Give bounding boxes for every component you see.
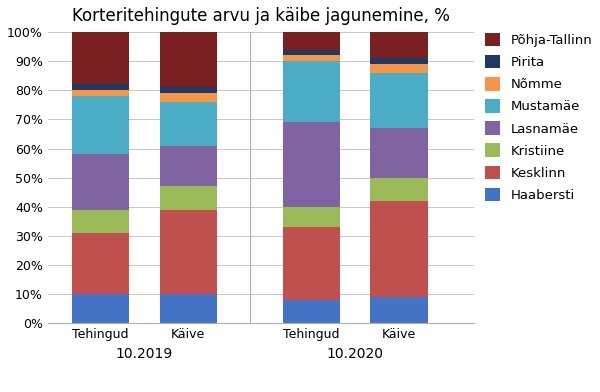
Bar: [160, 32, 217, 87]
Bar: [283, 55, 340, 61]
Bar: [72, 32, 129, 85]
Text: 10.2020: 10.2020: [326, 347, 383, 361]
Text: 10.2019: 10.2019: [116, 347, 173, 361]
Bar: [370, 64, 428, 73]
Bar: [283, 49, 340, 55]
Bar: [160, 294, 217, 323]
Bar: [370, 32, 428, 58]
Bar: [72, 294, 129, 323]
Bar: [160, 102, 217, 146]
Bar: [72, 154, 129, 210]
Bar: [283, 61, 340, 122]
Bar: [283, 207, 340, 227]
Legend: Põhja-Tallinn, Pirita, Nõmme, Mustamäe, Lasnamäe, Kristiine, Kesklinn, Haabersti: Põhja-Tallinn, Pirita, Nõmme, Mustamäe, …: [485, 33, 593, 202]
Bar: [72, 85, 129, 90]
Bar: [72, 96, 129, 154]
Bar: [370, 58, 428, 64]
Bar: [160, 187, 217, 210]
Bar: [370, 201, 428, 297]
Bar: [370, 297, 428, 323]
Bar: [160, 210, 217, 294]
Bar: [283, 227, 340, 300]
Bar: [72, 210, 129, 233]
Bar: [283, 122, 340, 207]
Bar: [160, 93, 217, 102]
Bar: [160, 146, 217, 187]
Bar: [283, 300, 340, 323]
Bar: [283, 32, 340, 49]
Bar: [370, 73, 428, 128]
Bar: [370, 178, 428, 201]
Bar: [160, 87, 217, 93]
Bar: [370, 128, 428, 178]
Bar: [72, 90, 129, 96]
Title: Korteritehingute arvu ja käibe jagunemine, %: Korteritehingute arvu ja käibe jagunemin…: [72, 7, 449, 25]
Bar: [72, 233, 129, 294]
